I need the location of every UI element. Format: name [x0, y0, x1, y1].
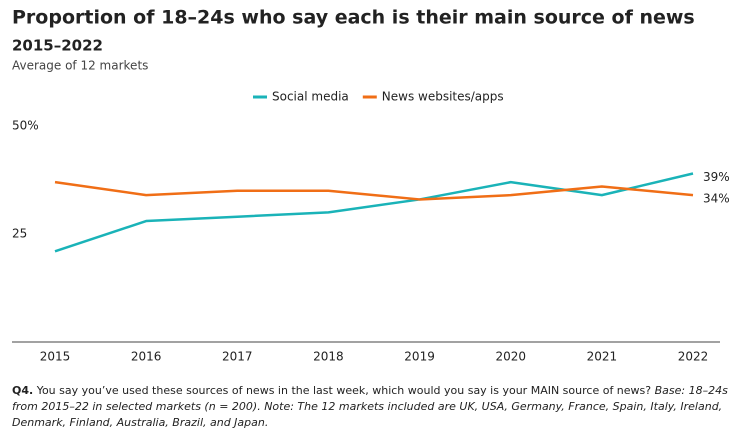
chart: Proportion of 18–24s who say each is the…	[12, 7, 730, 364]
x-tick-label: 2021	[587, 350, 618, 364]
legend-label: Social media	[272, 90, 349, 104]
chart-subtitle: 2015–2022	[12, 37, 103, 55]
chart-caption: Average of 12 markets	[12, 59, 148, 73]
x-tick-label: 2015	[40, 350, 71, 364]
y-tick-label: 25	[12, 227, 27, 241]
legend-label: News websites/apps	[382, 90, 504, 104]
x-tick-label: 2016	[131, 350, 162, 364]
y-tick-label: 50%	[12, 119, 39, 133]
series-line	[54, 172, 694, 253]
footnote-question: You say you’ve used these sources of new…	[36, 384, 652, 397]
x-tick-label: 2020	[495, 350, 526, 364]
series-line	[54, 180, 694, 201]
x-tick-label: 2018	[313, 350, 344, 364]
x-tick-label: 2017	[222, 350, 253, 364]
value-label: 39%	[703, 170, 730, 184]
value-label: 34%	[703, 192, 730, 206]
footnote-note: Base: 18–24s from 2015–22 in selected ma…	[12, 384, 728, 429]
footnote: Q4. You say you’ve used these sources of…	[12, 383, 728, 431]
x-tick-label: 2022	[678, 350, 709, 364]
chart-title: Proportion of 18–24s who say each is the…	[12, 7, 695, 29]
x-tick-label: 2019	[404, 350, 435, 364]
footnote-label: Q4.	[12, 384, 34, 397]
